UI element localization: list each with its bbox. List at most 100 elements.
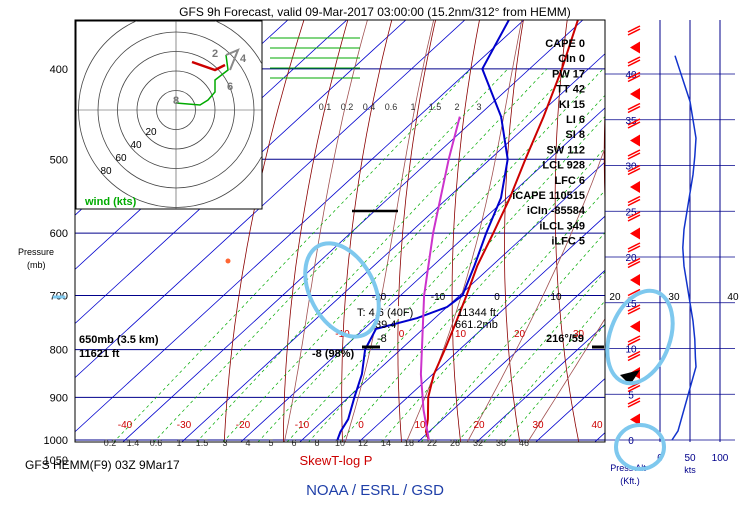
- pressure-tick-label: 500: [50, 154, 68, 166]
- wind-speed-profile: [672, 56, 696, 440]
- pressure-tick-label: 900: [50, 392, 68, 404]
- wind-barb: [628, 386, 640, 392]
- footer-chart-type: SkewT-log P: [300, 453, 373, 468]
- mixing-ratio-bottom-label: 8: [314, 438, 319, 448]
- mixing-ratio-label: 2: [454, 102, 459, 112]
- hodograph-ring-label: 80: [100, 166, 112, 177]
- index-li: LI 6: [566, 114, 585, 126]
- mixing-ratio-line: [324, 69, 677, 460]
- height-axis-unit: (Kft.): [620, 476, 640, 486]
- wind-barb: [628, 197, 640, 203]
- mixing-ratio-label: 0.4: [363, 102, 376, 112]
- wind-barb: [628, 246, 640, 252]
- hodograph-hour-label: 2: [212, 48, 218, 60]
- speed-tick-label: 100: [712, 453, 729, 464]
- skewed-tick-label: 0: [494, 292, 500, 303]
- temp-tick-label: -40: [118, 420, 133, 431]
- cursor-rh: -8 (98%): [312, 348, 355, 360]
- skewed-tick-label: 40: [727, 292, 739, 303]
- mixing-ratio-bottom-label: 46: [519, 438, 529, 448]
- mixing-ratio-label: 1: [410, 102, 415, 112]
- index-tt: TT 42: [556, 84, 585, 96]
- pressure-tick-label: 800: [50, 345, 68, 357]
- pressure-axis-unit: (mb): [27, 260, 46, 270]
- hodograph-hour-label: 8: [173, 95, 179, 107]
- wind-barb: [628, 243, 640, 249]
- index-sw: SW 112: [546, 144, 585, 156]
- wind-barb: [628, 104, 640, 110]
- pressure-tick-label: 600: [50, 228, 68, 240]
- mixing-ratio-label: 0.6: [385, 102, 398, 112]
- temperature-line: [426, 0, 750, 440]
- wind-flag: [630, 321, 640, 333]
- pressure-axis: 20030040050060070080090010001050: [44, 0, 68, 467]
- mixing-ratio-bottom-label: 6: [291, 438, 296, 448]
- skewed-tick-label: 20: [609, 292, 621, 303]
- mixing-ratio-label: 0.2: [341, 102, 354, 112]
- index-lfc: LFC 6: [554, 175, 585, 187]
- mixing-ratio-bottom-label: 12: [358, 438, 368, 448]
- height-tick-label: 0: [628, 436, 634, 447]
- cursor-dew2: -8: [377, 333, 387, 345]
- index-ilcl: iLCL 349: [539, 220, 585, 232]
- hodograph-hour-label: 4: [240, 53, 247, 65]
- mixing-ratio-bottom-label: 5: [268, 438, 273, 448]
- hodograph-label: wind (kts): [84, 196, 137, 208]
- skewed-tick-label: -10: [431, 292, 446, 303]
- level-height: 11621 ft: [79, 348, 120, 360]
- index-lcl: LCL 928: [542, 160, 585, 172]
- dry-adiabat: [743, 0, 750, 460]
- pressure-tick-label: 400: [50, 64, 68, 76]
- wind-flag: [630, 274, 640, 286]
- temp-tick-label: 30: [532, 420, 544, 431]
- wind-barb: [628, 57, 640, 63]
- chart-title: GFS 9h Forecast, valid 09-Mar-2017 03:00…: [179, 5, 571, 19]
- temp-tick-label: -20: [236, 420, 251, 431]
- wind-barb: [628, 29, 640, 35]
- wind-flag: [630, 135, 640, 147]
- footer-model-label: GFS HEMM(F9) 03Z 9Mar17: [25, 458, 180, 472]
- index-ki: KI 15: [559, 99, 585, 111]
- isotherm-line: [634, 0, 750, 460]
- wind-barb: [628, 150, 640, 156]
- mixing-ratio-bottom-label: 1.5: [196, 438, 209, 448]
- hodograph-ring-label: 20: [145, 127, 157, 138]
- mixing-ratio-line: [271, 69, 629, 460]
- dry-adiabat: [698, 0, 750, 460]
- wind-flag: [630, 228, 640, 240]
- wind-flag: [630, 42, 640, 54]
- temp-tick-label: -10: [295, 420, 310, 431]
- mixing-ratio-label: 0.1: [319, 102, 332, 112]
- temp-tick-label: -30: [177, 420, 192, 431]
- temp-tick-label: 40: [591, 420, 603, 431]
- footer-credit: NOAA / ESRL / GSD: [306, 482, 444, 499]
- cursor-readout: T: 4.6 (40F) 39.4 -8 11344 ft. 661.2mb 2…: [312, 306, 584, 360]
- index-si: SI 8: [565, 129, 585, 141]
- mixing-ratio-bottom-label: 0.2: [104, 438, 117, 448]
- mixing-ratio-bottom-label: 1.4: [127, 438, 140, 448]
- wind-barb: [628, 401, 640, 407]
- wind-barb: [628, 26, 640, 32]
- mixing-ratio-line: [442, 69, 750, 460]
- mixing-ratio-bottom-label: 3: [222, 438, 227, 448]
- index-cin: CIn 0: [558, 53, 585, 65]
- speed-unit-label: kts: [684, 465, 696, 475]
- mixing-ratio-label: 1.5: [429, 102, 442, 112]
- mixing-ratio-bottom-label: 38: [496, 438, 506, 448]
- mixing-ratio-label: 3: [476, 102, 481, 112]
- wind-barb: [628, 107, 640, 113]
- mixing-ratio-bottom-label: 0.6: [150, 438, 163, 448]
- hodograph-hour-label: 6: [227, 81, 233, 93]
- wind-flag: [630, 181, 640, 193]
- wind-barb: [628, 200, 640, 206]
- hodograph-ring-label: 40: [130, 140, 142, 151]
- index-pw: PW 17: [552, 68, 585, 80]
- level-pressure: 650mb (3.5 km): [79, 334, 159, 346]
- hodograph-ring-label: 60: [115, 153, 127, 164]
- marker-dot: [226, 259, 231, 264]
- mixing-ratio-line: [490, 69, 750, 460]
- temp-tick-label: 0: [358, 420, 364, 431]
